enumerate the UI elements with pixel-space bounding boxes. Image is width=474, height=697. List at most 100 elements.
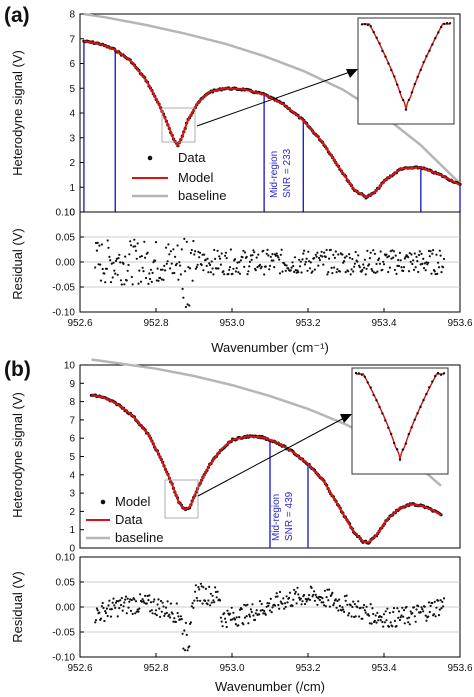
residual-point [95,249,98,252]
residual-point [313,268,316,271]
residual-point [406,617,409,620]
residual-point [278,590,282,594]
ytick-label: 7 [69,415,75,426]
residual-point [253,618,257,622]
residual-point [250,610,253,614]
residual-point [205,264,208,267]
residual-point [179,273,182,276]
residual-point [336,599,339,603]
legend-a-entry-2: Model [178,170,214,185]
residual-point [146,594,149,598]
residual-point [209,271,212,274]
panel-a-residual-ylabel: Residual (V) [10,228,25,300]
ytick-label: 5 [69,84,75,95]
residual-point [104,281,107,284]
residual-point [341,253,344,256]
residual-point [198,588,201,591]
residual-point [135,610,138,613]
residual-point [207,599,210,602]
panel-a-annotation-line2: SNR = 233 [282,148,293,198]
residual-point [216,249,219,252]
residual-point [196,263,199,266]
ytick-label: 6 [69,59,75,70]
residual-point [391,625,394,628]
inset-point [387,62,390,65]
ytick-label: 1 [69,525,75,536]
ytick-label: 0.00 [56,258,76,269]
ytick-label: 9 [69,379,75,390]
inset-point [419,405,422,409]
residual-point [305,257,308,260]
xtick-label: 952.8 [143,318,168,329]
residual-point [353,603,356,606]
residual-point [370,268,373,271]
residual-point [411,612,414,615]
residual-point [95,607,98,610]
xtick-label: 953.4 [371,663,396,674]
ytick-label: 8 [69,10,75,21]
inset-point [395,448,399,451]
residual-point [328,588,331,591]
residual-point [145,602,148,605]
panel-a-residual-grid: 0.10 0.05 0.00 -0.05 -0.10 [52,208,460,319]
ytick-label: 8 [69,397,75,408]
residual-point [173,271,176,275]
inset-point [392,441,396,445]
residual-point [228,268,231,271]
residual-point [163,614,166,618]
residual-point [190,248,193,252]
residual-point [352,600,355,603]
residual-point [266,602,269,605]
residual-point [402,266,406,269]
residual-point [285,595,288,598]
residual-point [109,259,112,262]
residual-point [403,622,406,625]
residual-point [341,606,344,609]
residual-point [278,607,281,610]
residual-point [328,605,331,608]
residual-point [201,253,204,256]
residual-point [407,616,411,619]
residual-point [303,263,307,266]
residual-point [114,272,117,275]
residual-point [183,629,186,632]
residual-point [209,604,212,607]
residual-point [277,256,280,259]
residual-point [177,615,180,618]
legend-a-data-marker [147,155,153,161]
inset-point [437,31,440,34]
xtick-label: 953.0 [219,318,244,329]
residual-point [287,267,290,270]
residual-point [195,265,198,269]
residual-point [323,589,326,592]
inset-point [372,393,375,397]
residual-point [373,619,376,623]
ytick-label: 1 [69,183,75,194]
residual-point [405,605,408,609]
panel-b-annotation-line1: Mid-region [271,494,282,541]
residual-point [233,258,237,261]
residual-point [206,257,209,260]
residual-point [421,608,424,611]
residual-point [353,265,356,268]
residual-point [419,611,422,614]
residual-point [368,257,371,260]
residual-point [195,596,198,600]
panel-a-model-series [83,40,461,199]
residual-point [193,253,196,256]
residual-point [229,248,232,251]
residual-point [166,260,169,263]
residual-point [298,265,302,268]
ytick-label: 2 [69,507,75,518]
residual-point [334,250,337,253]
ytick-label: -0.05 [52,628,75,639]
ytick-label: 0.05 [56,233,76,244]
residual-point [288,596,291,600]
residual-point [275,592,278,595]
inset-point [425,392,428,396]
residual-point [382,613,386,616]
ytick-label: 2 [69,158,75,169]
residual-point [391,249,394,252]
residual-point [134,600,138,603]
inset-point [404,108,408,111]
